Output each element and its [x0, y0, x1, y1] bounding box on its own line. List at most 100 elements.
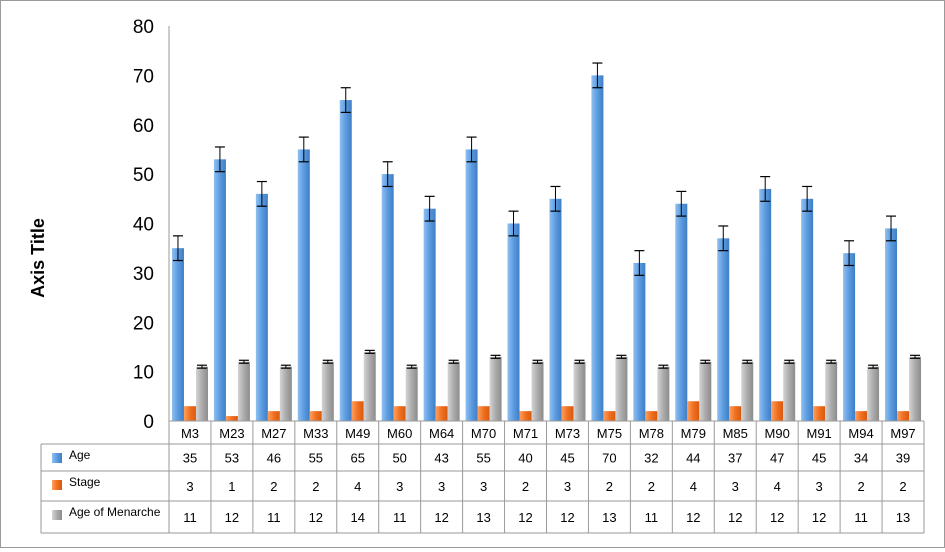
legend-key: [52, 480, 62, 490]
y-tick-label: 0: [143, 412, 154, 433]
table-cell: 70: [602, 451, 616, 466]
bar-stage: [225, 416, 238, 421]
legend-label: Age of Menarche: [69, 505, 161, 519]
bar-age: [717, 238, 730, 421]
bar-age: [423, 208, 436, 421]
bar-stage: [897, 411, 910, 421]
table-cell: 12: [309, 510, 323, 525]
bar-age-of-menarche: [531, 361, 544, 421]
bar-age: [801, 198, 814, 421]
table-cell: 2: [648, 479, 655, 494]
table-cell: 65: [351, 451, 365, 466]
bar-age-of-menarche: [699, 361, 712, 421]
table-cell: 12: [518, 510, 532, 525]
bar-age: [591, 75, 604, 421]
bar-age: [255, 193, 268, 421]
table-cell: 11: [854, 510, 868, 525]
bar-age: [465, 149, 478, 421]
y-tick-label: 60: [133, 116, 154, 137]
legend-key: [52, 510, 62, 520]
table-cell: 13: [476, 510, 490, 525]
table-cell: 4: [690, 479, 697, 494]
y-axis-title: Axis Title: [28, 218, 48, 298]
bar-age: [507, 223, 520, 421]
table-cell: 2: [270, 479, 277, 494]
x-tick-label: M85: [723, 426, 748, 441]
bar-age-of-menarche: [489, 356, 502, 421]
table-cell: 2: [522, 479, 529, 494]
x-tick-label: M23: [219, 426, 244, 441]
table-cell: 12: [812, 510, 826, 525]
table-cell: 2: [606, 479, 613, 494]
y-tick-label: 70: [133, 66, 154, 87]
table-cell: 2: [312, 479, 319, 494]
table-cell: 12: [728, 510, 742, 525]
bar-age: [675, 203, 688, 421]
table-cell: 13: [602, 510, 616, 525]
y-tick-label: 50: [133, 165, 154, 186]
y-tick-label: 10: [133, 363, 154, 384]
x-tick-label: M64: [429, 426, 454, 441]
table-cell: 2: [857, 479, 864, 494]
bar-stage: [561, 406, 574, 421]
bar-age: [213, 159, 226, 421]
bar-stage: [687, 401, 700, 421]
bar-stage: [855, 411, 868, 421]
bar-age-of-menarche: [447, 361, 460, 421]
bar-stage: [183, 406, 196, 421]
table-cell: 11: [393, 510, 407, 525]
bar-age-of-menarche: [279, 366, 292, 421]
x-tick-label: M70: [471, 426, 496, 441]
bar-stage: [435, 406, 448, 421]
bar-stage: [645, 411, 658, 421]
table-cell: 12: [225, 510, 239, 525]
bar-age-of-menarche: [741, 361, 754, 421]
x-tick-label: M90: [765, 426, 790, 441]
bar-age: [339, 100, 352, 421]
table-cell: 55: [476, 451, 490, 466]
x-tick-label: M27: [261, 426, 286, 441]
x-tick-label: M73: [555, 426, 580, 441]
bar-age-of-menarche: [657, 366, 670, 421]
bar-stage: [309, 411, 322, 421]
bar-age: [549, 198, 562, 421]
legend-label: Age: [69, 448, 91, 462]
table-cell: 44: [686, 451, 700, 466]
bar-age-of-menarche: [321, 361, 334, 421]
table-cell: 4: [774, 479, 781, 494]
bar-stage: [519, 411, 532, 421]
x-tick-label: M33: [303, 426, 328, 441]
bar-stage: [729, 406, 742, 421]
y-tick-label: 30: [133, 264, 154, 285]
table-cell: 12: [560, 510, 574, 525]
bar-age: [381, 174, 394, 421]
table-cell: 3: [186, 479, 193, 494]
x-tick-label: M71: [513, 426, 538, 441]
x-tick-label: M97: [890, 426, 915, 441]
x-tick-label: M94: [848, 426, 873, 441]
bar-stage: [603, 411, 616, 421]
bar-stage: [771, 401, 784, 421]
bar-age-of-menarche: [867, 366, 880, 421]
table-cell: 4: [354, 479, 361, 494]
table-cell: 40: [518, 451, 532, 466]
bar-age: [633, 263, 646, 421]
bar-age: [843, 253, 856, 421]
bar-age-of-menarche: [573, 361, 586, 421]
table-cell: 32: [644, 451, 658, 466]
table-cell: 34: [854, 451, 868, 466]
bar-age: [759, 188, 772, 421]
bar-stage: [393, 406, 406, 421]
table-cell: 53: [225, 451, 239, 466]
table-cell: 12: [686, 510, 700, 525]
bar-age: [297, 149, 310, 421]
table-cell: 43: [434, 451, 448, 466]
table-cell: 3: [396, 479, 403, 494]
table-cell: 11: [267, 510, 281, 525]
bar-age-of-menarche: [825, 361, 838, 421]
table-cell: 46: [267, 451, 281, 466]
bar-age-of-menarche: [615, 356, 628, 421]
bar-age-of-menarche: [195, 366, 208, 421]
